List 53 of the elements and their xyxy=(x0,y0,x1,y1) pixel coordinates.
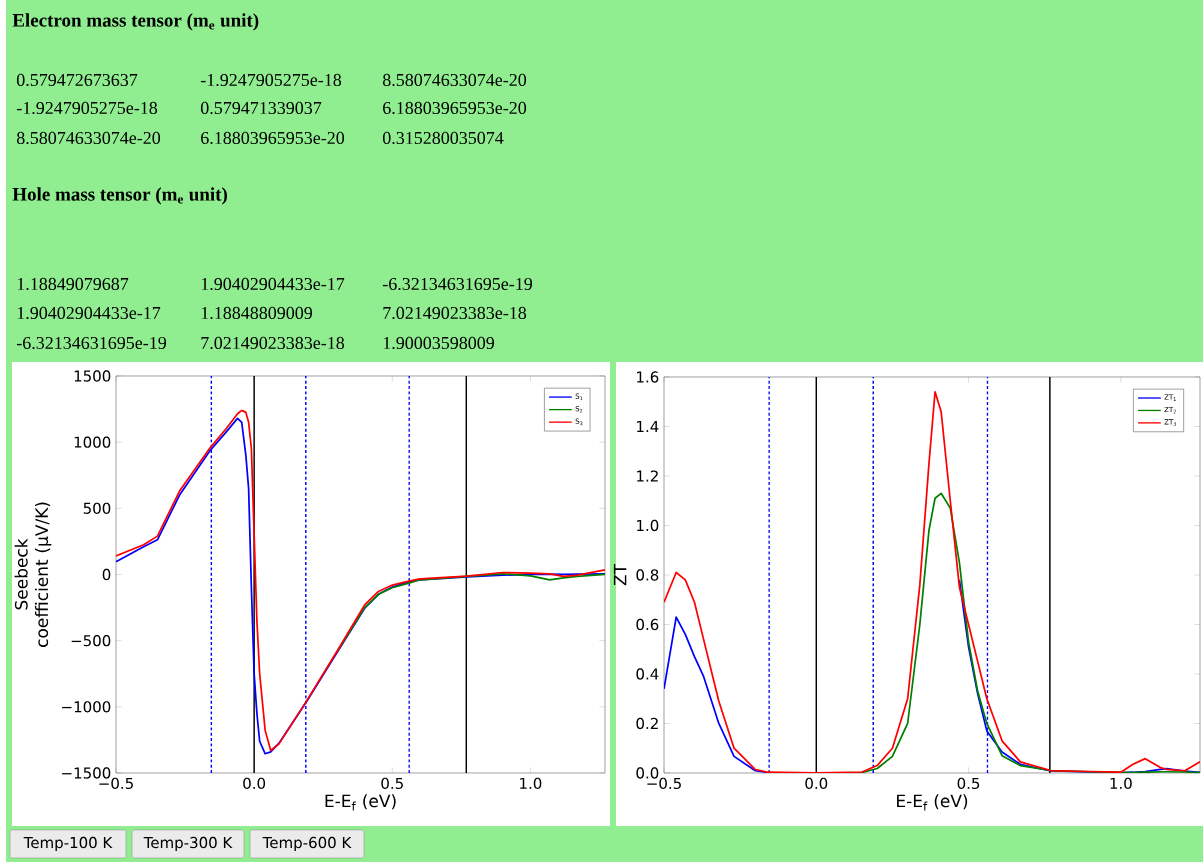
text: Temp-300 K xyxy=(143,836,233,852)
y-tick-label: 500 xyxy=(83,502,111,514)
x-tick-label: 0.5 xyxy=(957,777,980,790)
y-tick-label: −1500 xyxy=(62,767,111,779)
text: -1.9247905275e-18 xyxy=(200,73,342,87)
x-tick-label: 0.5 xyxy=(381,777,403,790)
y-tick-label: 1500 xyxy=(74,370,111,382)
x-tick-label: 0.0 xyxy=(243,777,266,790)
y-tick-label: −1000 xyxy=(62,701,111,713)
y-tick-label: 1000 xyxy=(74,436,111,448)
x-tick-label: 1.0 xyxy=(520,777,542,790)
text: Hole mass tensor (m$_{e}$ unit) xyxy=(12,187,227,205)
text: Temp-600 K xyxy=(262,836,352,852)
text: 7.02149023383e-18 xyxy=(383,306,527,320)
text: 0.579471339037 xyxy=(200,101,322,115)
text: -6.32134631695e-19 xyxy=(16,336,167,350)
y-tick-label: 0.6 xyxy=(636,618,659,631)
x-axis-title: E-E$_{f}$ (eV) xyxy=(325,794,396,811)
y-tick-label: 0.4 xyxy=(636,668,659,680)
text: 0.579472673637 xyxy=(16,73,138,87)
text: 1.18849079687 xyxy=(17,277,129,291)
text: 6.18803965953e-20 xyxy=(201,131,345,145)
y-tick-label: 1.0 xyxy=(637,519,659,532)
x-tick-label: 0.0 xyxy=(805,777,828,790)
text: 0.315280035074 xyxy=(382,131,504,145)
text: 1.90402904433e-17 xyxy=(17,306,161,320)
text: 8.58074633074e-20 xyxy=(16,131,161,145)
text: Electron mass tensor (m$_{e}$ unit) xyxy=(12,13,259,31)
y-tick-label: 0.8 xyxy=(636,569,659,581)
y-tick-label: 1.4 xyxy=(637,421,659,432)
text: -1.9247905275e-18 xyxy=(16,101,158,115)
text: 1.90402904433e-17 xyxy=(201,277,345,291)
x-tick-label: −0.5 xyxy=(99,777,133,790)
y-tick-label: 0.0 xyxy=(636,767,659,779)
line-series xyxy=(664,390,1201,773)
y-tick-label: −500 xyxy=(71,634,111,647)
y-tick-label: 1.6 xyxy=(637,371,659,383)
y-tick-label: 0 xyxy=(102,568,111,581)
y-tick-label: 1.2 xyxy=(637,470,658,482)
text: 1.90003598009 xyxy=(383,336,495,350)
text: 7.02149023383e-18 xyxy=(201,336,345,350)
x-tick-label: −0.5 xyxy=(647,777,681,790)
x-tick-label: 1.0 xyxy=(1110,777,1132,790)
y-axis-title: Seebeck coefficient (μV/K) xyxy=(14,502,52,647)
x-axis-title: E-E$_{f}$ (eV) xyxy=(897,794,968,811)
text: 1.18848809009 xyxy=(201,306,313,320)
line-series xyxy=(336,572,605,653)
text: Temp-100 K xyxy=(23,836,113,852)
y-tick-label: 0.2 xyxy=(636,717,658,730)
text: 6.18803965953e-20 xyxy=(383,101,527,115)
text: -6.32134631695e-19 xyxy=(382,277,533,291)
y-axis-title: ZT xyxy=(613,563,627,586)
text: 8.58074633074e-20 xyxy=(382,73,527,87)
